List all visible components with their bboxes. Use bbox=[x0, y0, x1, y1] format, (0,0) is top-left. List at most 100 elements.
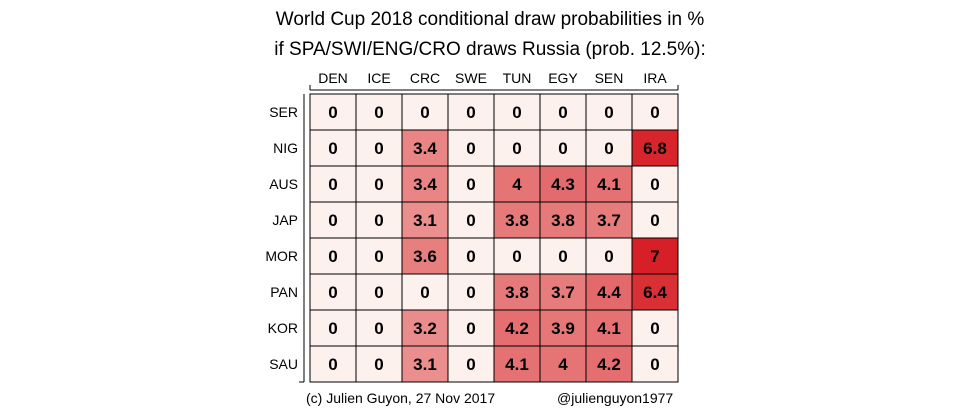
heatmap-cells: 0 0 0 0 0 0 0 0 0 0 3.4 0 0 0 0 6.8 0 0 3.4 0 4 4.3 4.1 0 0 0 3.1 0… bbox=[309, 93, 679, 383]
heatmap-cell bbox=[355, 273, 403, 311]
cell-value-label: 4.2 bbox=[505, 319, 529, 338]
cell-value-label: 3.8 bbox=[505, 211, 529, 230]
cell-value-label: 0 bbox=[374, 103, 383, 122]
cell-value-label: 0 bbox=[650, 355, 659, 374]
heatmap-cell bbox=[401, 237, 449, 275]
cell-value-label: 6.8 bbox=[643, 139, 667, 158]
chart-subtitle: if SPA/SWI/ENG/CRO draws Russia (prob. 1… bbox=[274, 39, 706, 60]
cell-value-label: 0 bbox=[420, 103, 429, 122]
heatmap-cell bbox=[631, 273, 679, 311]
cell-value-label: 0 bbox=[558, 139, 567, 158]
chart-title: World Cup 2018 conditional draw probabil… bbox=[276, 9, 705, 30]
heatmap-cell bbox=[447, 345, 495, 383]
cell-value-label: 4.4 bbox=[597, 283, 621, 302]
cell-value-label: 0 bbox=[650, 211, 659, 230]
heatmap-cell bbox=[539, 165, 587, 203]
heatmap-cell bbox=[309, 201, 357, 239]
heatmap-cell bbox=[355, 201, 403, 239]
cell-value-label: 4.1 bbox=[597, 319, 621, 338]
column-label: TUN bbox=[503, 70, 532, 86]
cell-value-label: 3.1 bbox=[413, 355, 437, 374]
heatmap-cell bbox=[355, 165, 403, 203]
cell-value-label: 6.4 bbox=[643, 283, 667, 302]
cell-value-label: 0 bbox=[374, 319, 383, 338]
cell-value-label: 0 bbox=[328, 283, 337, 302]
heatmap-cell bbox=[401, 201, 449, 239]
cell-value-label: 0 bbox=[604, 139, 613, 158]
heatmap-cell bbox=[355, 345, 403, 383]
cell-value-label: 0 bbox=[328, 175, 337, 194]
column-labels: DEN ICE CRC SWE TUN EGY SEN IRA bbox=[318, 70, 667, 86]
cell-value-label: 4 bbox=[558, 355, 568, 374]
column-label: SWE bbox=[455, 70, 487, 86]
cell-value-label: 4.3 bbox=[551, 175, 575, 194]
cell-value-label: 3.2 bbox=[413, 319, 437, 338]
cell-value-label: 4 bbox=[512, 175, 522, 194]
heatmap-cell bbox=[401, 93, 449, 131]
heatmap-cell bbox=[585, 237, 633, 275]
heatmap-cell bbox=[309, 93, 357, 131]
cell-value-label: 0 bbox=[374, 355, 383, 374]
axes bbox=[299, 85, 679, 383]
heatmap-cell bbox=[447, 309, 495, 347]
cell-value-label: 0 bbox=[374, 139, 383, 158]
heatmap-cell bbox=[493, 165, 541, 203]
heatmap-cell bbox=[309, 309, 357, 347]
heatmap-cell bbox=[631, 93, 679, 131]
cell-value-label: 0 bbox=[558, 103, 567, 122]
column-label: DEN bbox=[318, 70, 348, 86]
heatmap-cell bbox=[585, 345, 633, 383]
cell-value-label: 3.4 bbox=[413, 139, 437, 158]
heatmap-cell bbox=[447, 201, 495, 239]
cell-value-label: 4.2 bbox=[597, 355, 621, 374]
cell-value-label: 0 bbox=[512, 103, 521, 122]
heatmap-cell bbox=[493, 273, 541, 311]
cell-value-label: 0 bbox=[604, 247, 613, 266]
cell-value-label: 0 bbox=[328, 211, 337, 230]
cell-value-label: 0 bbox=[558, 247, 567, 266]
cell-value-label: 3.7 bbox=[597, 211, 621, 230]
cell-value-label: 3.9 bbox=[551, 319, 575, 338]
cell-value-label: 3.1 bbox=[413, 211, 437, 230]
column-label: SEN bbox=[595, 70, 624, 86]
cell-value-label: 3.8 bbox=[505, 283, 529, 302]
heatmap-cell bbox=[309, 273, 357, 311]
cell-value-label: 0 bbox=[328, 247, 337, 266]
cell-value-label: 4.1 bbox=[505, 355, 529, 374]
heatmap-cell bbox=[585, 129, 633, 167]
cell-value-label: 3.8 bbox=[551, 211, 575, 230]
cell-value-label: 0 bbox=[374, 175, 383, 194]
heatmap-cell bbox=[493, 201, 541, 239]
heatmap-cell bbox=[309, 129, 357, 167]
cell-value-label: 0 bbox=[466, 283, 475, 302]
cell-value-label: 0 bbox=[512, 247, 521, 266]
cell-value-label: 0 bbox=[328, 103, 337, 122]
cell-value-label: 0 bbox=[650, 175, 659, 194]
heatmap-cell bbox=[401, 165, 449, 203]
cell-value-label: 0 bbox=[466, 175, 475, 194]
cell-value-label: 0 bbox=[466, 355, 475, 374]
heatmap-cell bbox=[631, 237, 679, 275]
heatmap-cell bbox=[585, 93, 633, 131]
heatmap-cell bbox=[401, 129, 449, 167]
heatmap-cell bbox=[631, 309, 679, 347]
cell-value-label: 0 bbox=[374, 211, 383, 230]
cell-value-label: 0 bbox=[420, 283, 429, 302]
column-label: CRC bbox=[410, 70, 440, 86]
column-label: EGY bbox=[548, 70, 578, 86]
heatmap-cell bbox=[585, 273, 633, 311]
column-label: IRA bbox=[643, 70, 667, 86]
heatmap-cell bbox=[355, 309, 403, 347]
heatmap-cell bbox=[631, 129, 679, 167]
cell-value-label: 0 bbox=[466, 247, 475, 266]
cell-value-label: 0 bbox=[466, 139, 475, 158]
row-label: NIG bbox=[273, 140, 298, 156]
cell-value-label: 3.6 bbox=[413, 247, 437, 266]
cell-value-label: 4.1 bbox=[597, 175, 621, 194]
credit-text: (c) Julien Guyon, 27 Nov 2017 bbox=[306, 390, 495, 406]
heatmap-cell bbox=[447, 165, 495, 203]
row-label: MOR bbox=[265, 248, 298, 264]
cell-value-label: 0 bbox=[328, 139, 337, 158]
row-label: KOR bbox=[268, 320, 298, 336]
cell-value-label: 0 bbox=[512, 139, 521, 158]
